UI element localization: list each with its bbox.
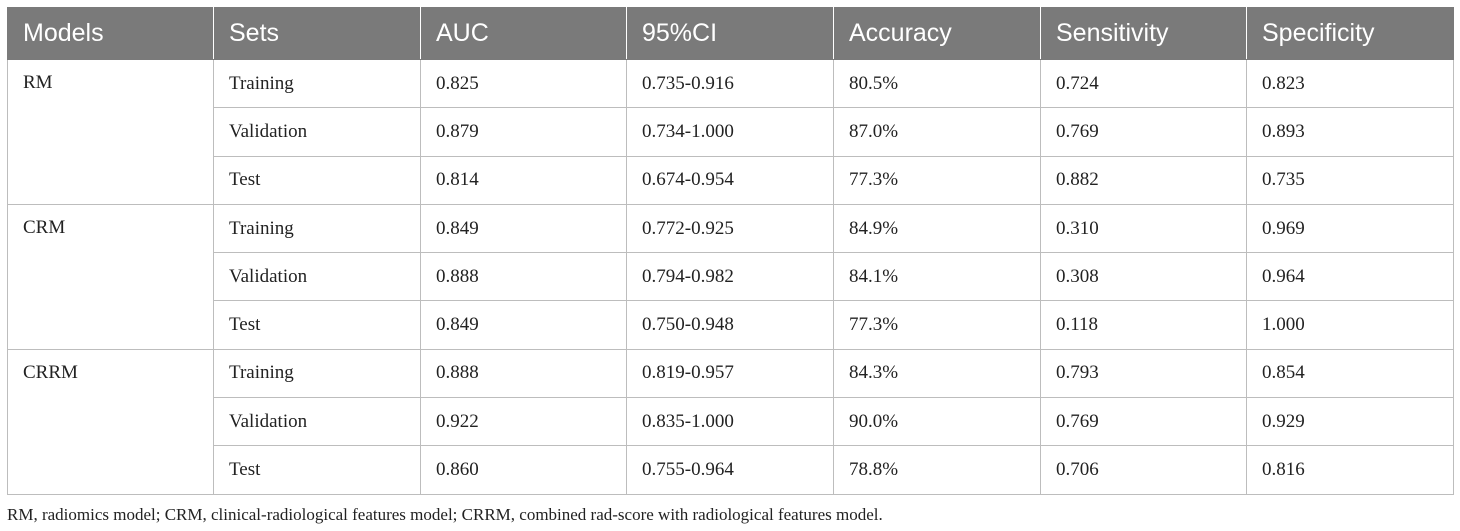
accuracy-cell: 84.9% <box>833 203 1041 254</box>
set-cell: Test <box>213 445 421 495</box>
ci-cell: 0.835-1.000 <box>626 397 834 447</box>
ci-cell: 0.734-1.000 <box>626 107 834 157</box>
sensitivity-cell: 0.769 <box>1040 397 1247 447</box>
set-cell: Test <box>213 155 421 205</box>
sensitivity-cell: 0.310 <box>1040 203 1247 254</box>
set-cell: Training <box>213 58 421 109</box>
ci-cell: 0.755-0.964 <box>626 445 834 495</box>
set-cell: Training <box>213 203 421 254</box>
specificity-cell: 0.969 <box>1246 203 1454 254</box>
model-name-cell: RM <box>7 59 214 205</box>
table-row: Test 0.849 0.750-0.948 77.3% 0.118 1.000 <box>8 300 1454 350</box>
table-header: Models Sets AUC 95%CI Accuracy Sensitivi… <box>7 7 1454 60</box>
table-row: Test 0.860 0.755-0.964 78.8% 0.706 0.816 <box>8 445 1454 495</box>
header-specificity: Specificity <box>1246 7 1454 60</box>
auc-cell: 0.849 <box>420 203 627 254</box>
specificity-cell: 0.823 <box>1246 58 1454 109</box>
auc-cell: 0.888 <box>420 252 627 302</box>
specificity-cell: 0.816 <box>1246 445 1454 495</box>
auc-cell: 0.849 <box>420 300 627 350</box>
specificity-cell: 1.000 <box>1246 300 1454 350</box>
set-cell: Training <box>213 348 421 399</box>
table-row: RM Training 0.825 0.735-0.916 80.5% 0.72… <box>7 58 1454 205</box>
header-models: Models <box>7 7 214 60</box>
ci-cell: 0.735-0.916 <box>626 58 834 109</box>
auc-cell: 0.922 <box>420 397 627 447</box>
table-body: RM Training 0.825 0.735-0.916 80.5% 0.72… <box>7 58 1454 495</box>
sensitivity-cell: 0.308 <box>1040 252 1247 302</box>
header-auc: AUC <box>420 7 627 60</box>
sensitivity-cell: 0.118 <box>1040 300 1247 350</box>
header-accuracy: Accuracy <box>833 7 1041 60</box>
table-row: Validation 0.888 0.794-0.982 84.1% 0.308… <box>8 252 1454 302</box>
ci-cell: 0.750-0.948 <box>626 300 834 350</box>
specificity-cell: 0.929 <box>1246 397 1454 447</box>
specificity-cell: 0.893 <box>1246 107 1454 157</box>
specificity-cell: 0.735 <box>1246 155 1454 205</box>
set-cell: Validation <box>213 397 421 447</box>
sensitivity-cell: 0.793 <box>1040 348 1247 399</box>
ci-cell: 0.674-0.954 <box>626 155 834 205</box>
header-sensitivity: Sensitivity <box>1040 7 1247 60</box>
set-cell: Test <box>213 300 421 350</box>
sensitivity-cell: 0.882 <box>1040 155 1247 205</box>
table-row: CRM Training 0.849 0.772-0.925 84.9% 0.3… <box>7 203 1454 350</box>
accuracy-cell: 80.5% <box>833 58 1041 109</box>
table-row: Validation 0.879 0.734-1.000 87.0% 0.769… <box>8 107 1454 157</box>
model-name-cell: CRRM <box>7 348 214 495</box>
sensitivity-cell: 0.724 <box>1040 58 1247 109</box>
accuracy-cell: 84.1% <box>833 252 1041 302</box>
accuracy-cell: 87.0% <box>833 107 1041 157</box>
header-95ci: 95%CI <box>626 7 834 60</box>
auc-cell: 0.888 <box>420 348 627 399</box>
auc-cell: 0.814 <box>420 155 627 205</box>
model-performance-table: Models Sets AUC 95%CI Accuracy Sensitivi… <box>7 7 1454 495</box>
table-row: CRRM Training 0.888 0.819-0.957 84.3% 0.… <box>7 348 1454 495</box>
accuracy-cell: 84.3% <box>833 348 1041 399</box>
accuracy-cell: 77.3% <box>833 155 1041 205</box>
header-row: Models Sets AUC 95%CI Accuracy Sensitivi… <box>7 7 1454 60</box>
header-sets: Sets <box>213 7 421 60</box>
set-cell: Validation <box>213 252 421 302</box>
accuracy-cell: 90.0% <box>833 397 1041 447</box>
specificity-cell: 0.964 <box>1246 252 1454 302</box>
table-footnote: RM, radiomics model; CRM, clinical-radio… <box>7 505 883 524</box>
auc-cell: 0.860 <box>420 445 627 495</box>
ci-cell: 0.794-0.982 <box>626 252 834 302</box>
accuracy-cell: 77.3% <box>833 300 1041 350</box>
sensitivity-cell: 0.769 <box>1040 107 1247 157</box>
table-row: Test 0.814 0.674-0.954 77.3% 0.882 0.735 <box>8 155 1454 205</box>
table-row: Validation 0.922 0.835-1.000 90.0% 0.769… <box>8 397 1454 447</box>
ci-cell: 0.819-0.957 <box>626 348 834 399</box>
auc-cell: 0.879 <box>420 107 627 157</box>
results-table-container: Models Sets AUC 95%CI Accuracy Sensitivi… <box>7 7 1454 495</box>
ci-cell: 0.772-0.925 <box>626 203 834 254</box>
accuracy-cell: 78.8% <box>833 445 1041 495</box>
sensitivity-cell: 0.706 <box>1040 445 1247 495</box>
model-name-cell: CRM <box>7 203 214 350</box>
auc-cell: 0.825 <box>420 58 627 109</box>
set-cell: Validation <box>213 107 421 157</box>
specificity-cell: 0.854 <box>1246 348 1454 399</box>
